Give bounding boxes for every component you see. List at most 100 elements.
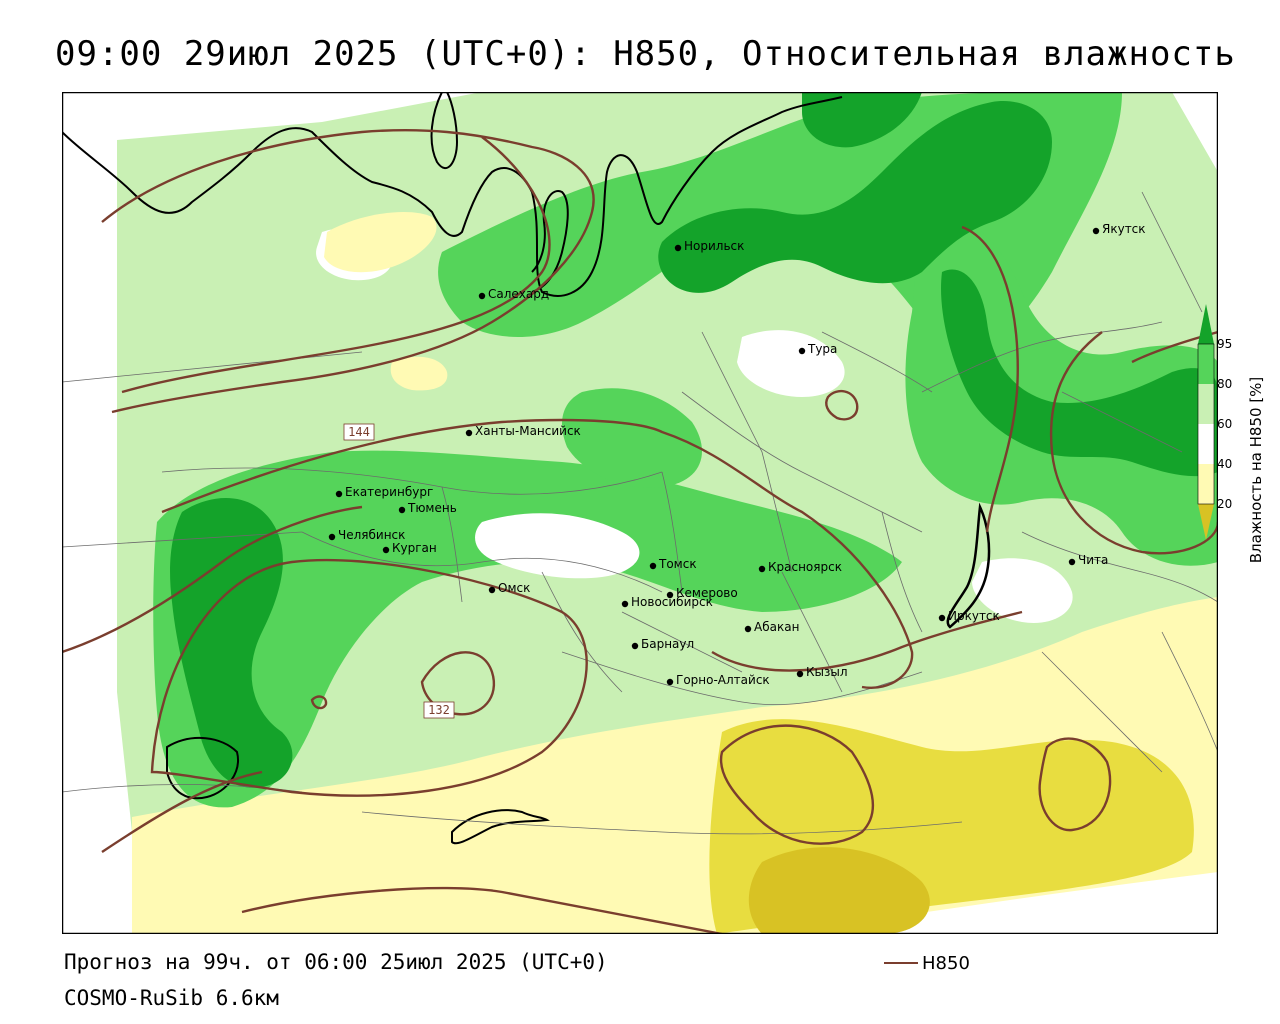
humidity-map: 144 132 Якутск Норильск Салехард Тура Ханты-… — [62, 92, 1218, 934]
city-label: Барнаул — [641, 637, 694, 651]
city-dot — [744, 625, 752, 633]
city-label: Кызыл — [806, 665, 848, 679]
city-label: Салехард — [488, 287, 549, 301]
city-dot — [621, 600, 629, 608]
colorbar-top-triangle — [1198, 304, 1214, 344]
dry-gap-3 — [972, 558, 1073, 623]
city-label: Красноярск — [768, 560, 842, 574]
city-dot — [382, 546, 390, 554]
moist-region-center — [562, 388, 702, 488]
city-label: Ханты-Мансийск — [475, 424, 581, 438]
map-frame — [62, 92, 1218, 934]
dry-patch-ob — [390, 356, 448, 391]
city-dot — [649, 562, 657, 570]
city-dot — [465, 429, 473, 437]
city-label: Омск — [498, 581, 530, 595]
city-marker: Кемерово — [666, 586, 738, 600]
city-dot — [335, 490, 343, 498]
colorbar-band-40 — [1198, 464, 1214, 504]
city-dot — [398, 506, 406, 514]
city-marker: Кызыл — [796, 665, 848, 679]
city-dot — [478, 292, 486, 300]
city-dot — [796, 670, 804, 678]
colorbar-band-95 — [1198, 344, 1214, 384]
city-marker: Новосибирск — [621, 595, 713, 609]
city-dot — [674, 244, 682, 252]
humidity-colorbar: 95 80 60 40 20 — [1197, 304, 1232, 540]
city-marker: Норильск — [674, 239, 744, 253]
colorbar-band-80 — [1198, 384, 1214, 424]
model-name: COSMO-RuSib 6.6км — [64, 986, 279, 1010]
balkhash-lake — [451, 809, 550, 845]
city-dot — [488, 586, 496, 594]
city-dot — [1068, 558, 1076, 566]
dry-gap-4 — [737, 330, 845, 397]
city-marker: Ханты-Мансийск — [465, 424, 581, 438]
colorbar-tick-40: 40 — [1217, 457, 1232, 471]
colorbar-tick-20: 20 — [1217, 497, 1232, 511]
city-marker: Барнаул — [631, 637, 694, 651]
very-dry-pocket — [748, 847, 930, 934]
coastline-islands — [430, 92, 459, 170]
dry-gap-1 — [475, 513, 640, 579]
colorbar-title: Влажность на H850 [%] — [1246, 350, 1266, 590]
coastline-yamal — [531, 190, 569, 293]
city-label: Тура — [807, 342, 837, 356]
city-label: Иркутск — [948, 609, 1000, 623]
admin-borders — [62, 191, 1218, 835]
city-marker: Екатеринбург — [335, 485, 433, 499]
city-marker: Томск — [649, 557, 697, 571]
city-label: Новосибирск — [631, 595, 713, 609]
city-dot — [328, 533, 336, 541]
saturated-region-arctic — [802, 92, 922, 148]
city-dot — [1092, 227, 1100, 235]
city-marker: Якутск — [1092, 222, 1146, 236]
saturated-region-east — [941, 269, 1218, 477]
city-marker: Омск — [488, 581, 530, 595]
city-marker: Челябинск — [328, 528, 405, 542]
city-marker: Иркутск — [938, 609, 1000, 623]
city-dot — [666, 678, 674, 686]
dry-region-yellow-2 — [1039, 744, 1112, 831]
moist-region-west — [153, 450, 902, 808]
city-dot — [798, 347, 806, 355]
city-label: Курган — [392, 541, 437, 555]
city-dot — [758, 565, 766, 573]
contour-label-144: 144 — [343, 423, 375, 441]
city-label: Кемерово — [676, 586, 738, 600]
saturated-region-north — [658, 101, 1052, 293]
city-label: Абакан — [754, 620, 799, 634]
colorbar-bottom-triangle — [1198, 504, 1214, 540]
contour-label-132: 132 — [423, 701, 455, 719]
city-marker: Тюмень — [398, 501, 457, 515]
h850-legend-label: H850 — [922, 953, 970, 974]
colorbar-band-60 — [1198, 424, 1214, 464]
city-dot — [631, 642, 639, 650]
city-label: Екатеринбург — [345, 485, 433, 499]
city-marker: Салехард — [478, 287, 549, 301]
h850-contours — [62, 128, 1218, 934]
map-title: 09:00 29июл 2025 (UTC+0): H850, Относите… — [55, 34, 1236, 74]
city-marker: Курган — [382, 541, 437, 555]
city-marker: Тура — [798, 342, 837, 356]
forecast-info: Прогноз на 99ч. от 06:00 25июл 2025 (UTC… — [64, 950, 608, 974]
city-label: Якутск — [1102, 222, 1146, 236]
city-label: Челябинск — [338, 528, 405, 542]
city-label: Норильск — [684, 239, 744, 253]
city-marker: Абакан — [744, 620, 799, 634]
contour-label-132-text: 132 — [428, 703, 450, 717]
city-label: Тюмень — [407, 501, 457, 515]
city-label: Чита — [1078, 553, 1108, 567]
city-marker: Красноярск — [758, 560, 842, 574]
dry-patch-nw — [324, 212, 437, 273]
lake-baikal — [946, 502, 991, 629]
city-label: Томск — [658, 557, 697, 571]
contour-label-144-text: 144 — [348, 425, 370, 439]
city-dot — [938, 614, 946, 622]
city-marker: Горно-Алтайск — [666, 673, 770, 687]
h850-legend-line — [884, 962, 918, 964]
city-markers: Якутск Норильск Салехард Тура Ханты-Мансийск… — [328, 222, 1146, 687]
city-dot — [666, 591, 674, 599]
colorbar-tick-60: 60 — [1217, 417, 1232, 431]
colorbar-tick-80: 80 — [1217, 377, 1232, 391]
